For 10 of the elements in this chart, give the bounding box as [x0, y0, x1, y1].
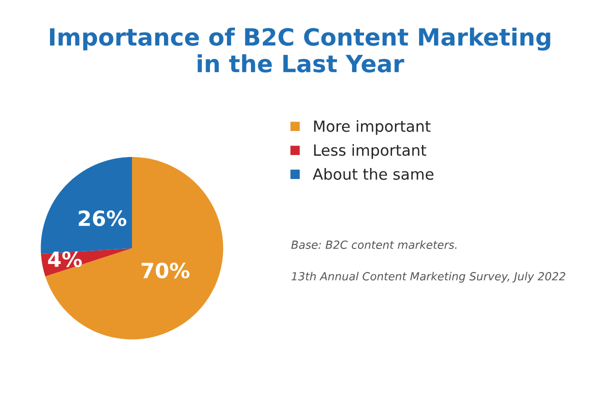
legend-label: More important	[314, 120, 430, 135]
legend-label: Less important	[314, 144, 426, 159]
text: 13th Annual Content Marketing Survey, July 2022	[292, 272, 566, 283]
text: Base: B2C content marketers.	[291, 240, 456, 249]
chart-title: Importance of B2C Content Marketing in the Last Year	[50, 28, 550, 72]
legend-label: About the same	[312, 168, 434, 180]
data-label: 70%	[142, 262, 190, 278]
data-label: 26%	[78, 210, 126, 226]
pie-slice	[45, 157, 224, 340]
data-label: 4%	[48, 251, 82, 268]
